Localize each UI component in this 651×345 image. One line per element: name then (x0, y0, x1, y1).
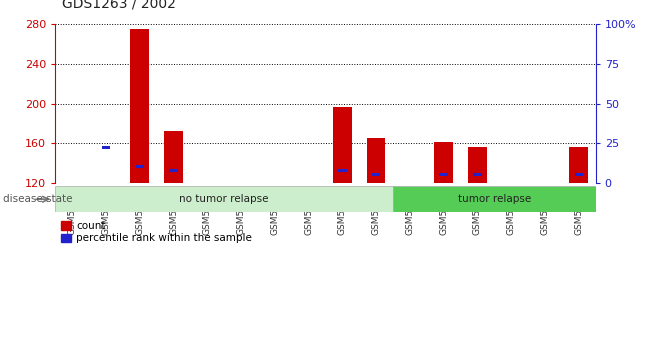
Bar (338, 169, 346, 172)
Bar (130, 29, 149, 183)
Bar (439, 174, 448, 176)
Bar (575, 174, 583, 176)
Bar (372, 174, 380, 176)
Legend: count, percentile rank within the sample: count, percentile rank within the sample (61, 221, 252, 244)
Text: tumor relapse: tumor relapse (458, 194, 531, 204)
Bar (434, 142, 453, 183)
Bar (164, 131, 183, 183)
Bar (169, 169, 178, 172)
Text: no tumor relapse: no tumor relapse (180, 194, 269, 204)
Bar (333, 108, 352, 183)
Bar (55, 186, 393, 212)
Text: disease state: disease state (3, 194, 73, 204)
Bar (102, 146, 110, 149)
Bar (367, 138, 385, 183)
Bar (393, 186, 596, 212)
Bar (468, 147, 487, 183)
Bar (570, 147, 588, 183)
Bar (135, 166, 144, 168)
Text: GDS1263 / 2002: GDS1263 / 2002 (62, 0, 176, 10)
Bar (473, 174, 482, 176)
